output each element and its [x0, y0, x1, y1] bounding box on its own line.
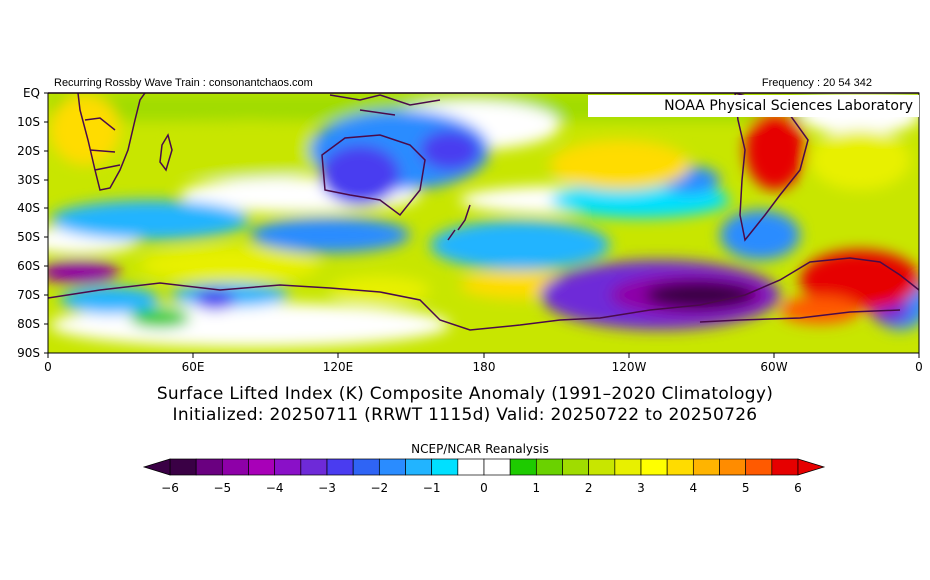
colorbar-title: NCEP/NCAR Reanalysis — [411, 442, 549, 456]
lon-label-180: 180 — [472, 360, 496, 374]
colorbar-cell — [666, 458, 694, 476]
source-credit-left: Recurring Rossby Wave Train : consonantc… — [54, 77, 313, 89]
colorbar-tick-label: 0 — [480, 481, 488, 495]
colorbar-cell — [405, 458, 433, 476]
colorbar-tick-label: 3 — [637, 481, 645, 495]
lon-label-60e: 60E — [181, 360, 205, 374]
colorbar-tick-label: 4 — [689, 481, 698, 495]
lat-label-50s: 50S — [17, 230, 40, 244]
colorbar-cell — [535, 458, 563, 476]
colorbar-cell — [248, 458, 276, 476]
lat-label-80s: 80S — [17, 317, 40, 331]
colorbar-cell — [326, 458, 354, 476]
colorbar-tick-label: 1 — [532, 481, 541, 495]
frequency-credit: Frequency : 20 54 342 — [761, 77, 872, 89]
colorbar-cell — [771, 458, 799, 476]
colorbar-tick-label: 2 — [584, 481, 593, 495]
lat-label-30s: 30S — [17, 173, 40, 187]
colorbar-cell — [562, 458, 590, 476]
colorbar-cell — [719, 458, 747, 476]
colorbar — [142, 458, 826, 476]
colorbar-cell — [352, 458, 380, 476]
colorbar-tick-label: 5 — [741, 481, 750, 495]
chart-title-line1: Surface Lifted Index (K) Composite Anoma… — [156, 384, 774, 404]
colorbar-tick-label: −6 — [161, 481, 179, 495]
colorbar-cell — [640, 458, 668, 476]
colorbar-cell — [221, 458, 249, 476]
lat-label-eq: EQ — [22, 86, 40, 100]
lon-label-120e: 120E — [322, 360, 354, 374]
lon-label-120w: 120W — [611, 360, 647, 374]
lat-label-60s: 60S — [17, 259, 40, 273]
lat-label-40s: 40S — [17, 201, 40, 215]
lon-label-0-right: 0 — [915, 360, 923, 374]
colorbar-tick-label: −4 — [265, 481, 284, 495]
colorbar-cell — [169, 458, 197, 476]
lon-label-0: 0 — [44, 360, 52, 374]
colorbar-cell — [483, 458, 511, 476]
lab-label: NOAA Physical Sciences Laboratory — [588, 95, 919, 117]
anomaly-field — [48, 93, 919, 353]
colorbar-low-arrow — [142, 458, 171, 476]
lat-label-70s: 70S — [17, 288, 40, 302]
colorbar-cell — [378, 458, 406, 476]
colorbar-high-arrow — [797, 458, 826, 476]
lat-label-20s: 20S — [17, 144, 40, 158]
colorbar-cell — [614, 458, 642, 476]
colorbar-tick-label: 6 — [794, 481, 802, 495]
colorbar-tick-label: −2 — [370, 481, 389, 495]
colorbar-cell — [457, 458, 485, 476]
lat-label-90s: 90S — [17, 346, 40, 360]
lat-label-10s: 10S — [17, 115, 40, 129]
colorbar-tick-label: −3 — [318, 481, 336, 495]
colorbar-cell — [274, 458, 302, 476]
colorbar-cell — [300, 458, 328, 476]
lon-label-60w: 60W — [760, 360, 788, 374]
colorbar-cell — [431, 458, 459, 476]
colorbar-cell — [195, 458, 223, 476]
colorbar-cell — [588, 458, 616, 476]
colorbar-cell — [692, 458, 720, 476]
chart-title-line2: Initialized: 20250711 (RRWT 1115d) Valid… — [172, 405, 758, 425]
colorbar-cell — [745, 458, 773, 476]
axis-ticks — [44, 92, 920, 358]
colorbar-cell — [509, 458, 537, 476]
colorbar-tick-label: −1 — [422, 481, 441, 495]
colorbar-tick-label: −5 — [213, 481, 232, 495]
